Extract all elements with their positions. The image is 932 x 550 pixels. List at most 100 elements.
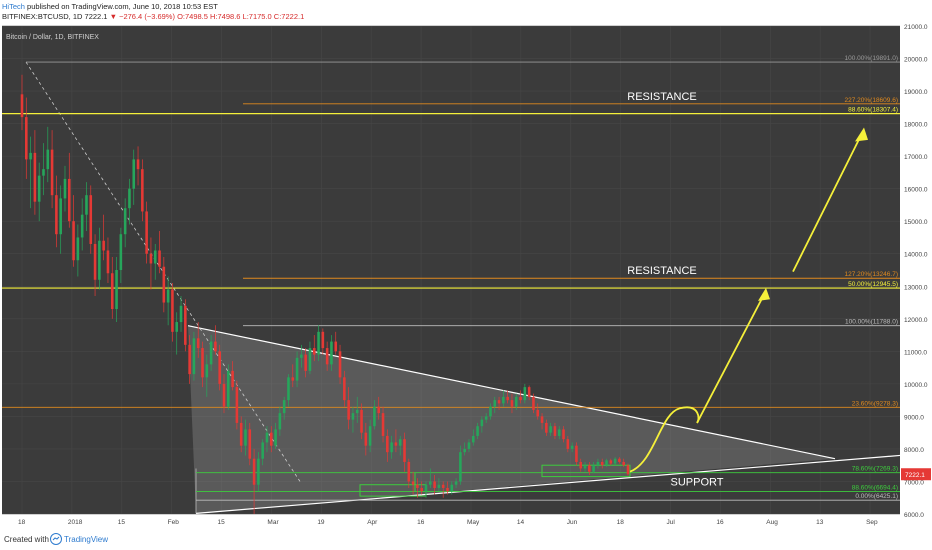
fib-level-label: 100.00%(11788.0) [845, 319, 898, 326]
author-link[interactable]: HiTech [2, 2, 25, 11]
ohlc-values: O:7498.5 H:7498.6 L:7175.0 C:7222.1 [177, 12, 305, 21]
fib-level-label: 78.60%(7269.3) [852, 466, 898, 473]
candle-body [600, 461, 604, 466]
candle-body [459, 452, 462, 482]
candle-body [338, 351, 342, 378]
fib-level-label: 88.60%(6694.4) [852, 484, 898, 491]
candle-body [471, 435, 475, 443]
candle-body [85, 195, 88, 215]
candle-body [128, 188, 131, 209]
candle-body [227, 370, 230, 407]
candle-body [33, 152, 37, 202]
candle-body [231, 370, 234, 388]
candle-body [188, 344, 191, 375]
candle-body [304, 354, 307, 371]
candle-body [394, 442, 398, 446]
candle-body [351, 413, 355, 420]
candle-body [549, 426, 552, 433]
fib-level-label: 100.00%(19891.0) [845, 55, 899, 62]
candle-body [158, 250, 161, 267]
x-tick-label: 2018 [68, 519, 83, 526]
candle-body [265, 432, 269, 443]
x-tick-label: Sep [866, 519, 878, 526]
y-tick-label: 21000.0 [904, 24, 928, 31]
resistance-label-lower: RESISTANCE [627, 265, 696, 277]
candle-body [480, 419, 484, 427]
fib-level-label: 50.00%(12945.5) [848, 281, 898, 288]
y-tick-label: 15000.0 [904, 219, 928, 226]
resistance-label-upper: RESISTANCE [627, 91, 696, 103]
projection-arrow-1 [696, 292, 766, 424]
candle-body [420, 487, 423, 492]
symbol-label: BITFINEX:BTCUSD, 1D [2, 12, 83, 21]
candle-body [295, 357, 299, 381]
price-chart[interactable]: 6000.0 7000.0 8000.0 9000.0 10000.0 11000.0 12… [0, 22, 932, 530]
candle-body [72, 221, 75, 261]
y-tick-label: 8000.0 [904, 447, 924, 454]
candle-body [411, 481, 415, 485]
x-tick-label: 18 [617, 519, 625, 526]
candle-body [583, 465, 587, 469]
candle-body [46, 149, 50, 170]
projection-arrowhead-1 [758, 287, 770, 301]
candle-body [98, 240, 101, 280]
candle-body [476, 426, 479, 436]
candle-body [403, 439, 406, 462]
y-tick-label: 16000.0 [904, 187, 928, 194]
candle-body [93, 243, 97, 280]
candle-body [527, 387, 531, 397]
x-tick-label: 16 [716, 519, 724, 526]
candle-body [136, 159, 140, 170]
candle-body [510, 400, 514, 407]
candle-body [119, 234, 123, 270]
candle-body [192, 338, 196, 375]
candle-body [42, 169, 45, 176]
candle-body [89, 195, 93, 244]
support-label: SUPPORT [671, 476, 724, 488]
candle-body [274, 429, 277, 446]
candle-body [364, 432, 368, 446]
candle-body [110, 273, 114, 310]
candle-body [441, 484, 445, 488]
candle-body [622, 461, 625, 466]
last-price-badge [901, 468, 931, 481]
candle-body [244, 429, 247, 446]
candle-body [269, 432, 273, 446]
candle-body [497, 400, 501, 404]
candle-body [321, 331, 325, 349]
candle-body [248, 429, 252, 459]
candle-body [390, 442, 393, 453]
y-tick-label: 11000.0 [904, 349, 927, 356]
candle-body [626, 465, 630, 475]
candle-body [532, 396, 535, 410]
y-tick-label: 14000.0 [904, 252, 928, 259]
chart-header: HiTech published on TradingView.com, Jun… [0, 0, 932, 22]
candle-body [355, 409, 359, 414]
candle-body [102, 240, 105, 251]
tradingview-brand-link[interactable]: TradingView [64, 535, 109, 544]
candle-body [214, 341, 217, 352]
candle-body [201, 348, 204, 378]
candle-body [55, 195, 58, 235]
candle-body [368, 426, 372, 446]
candle-body [106, 250, 110, 274]
x-tick-label: 13 [816, 519, 824, 526]
x-tick-label: Feb [168, 519, 180, 526]
candle-body [171, 289, 174, 332]
candle-body [123, 208, 127, 235]
y-tick-label: 13000.0 [904, 284, 928, 291]
candle-body [588, 465, 591, 472]
x-tick-label: Aug [766, 519, 778, 526]
tradingview-logo-icon [50, 533, 62, 545]
candle-body [257, 458, 260, 485]
candles [20, 74, 630, 514]
publish-info: published on TradingView.com, June 10, 2… [24, 2, 218, 11]
y-tick-label: 7000.0 [904, 479, 924, 486]
candle-body [222, 383, 226, 407]
candle-body [592, 465, 595, 472]
candle-body [347, 400, 350, 420]
y-tick-label: 17000.0 [904, 154, 928, 161]
candle-body [557, 429, 561, 436]
candle-body [446, 487, 449, 492]
candle-body [523, 387, 527, 401]
